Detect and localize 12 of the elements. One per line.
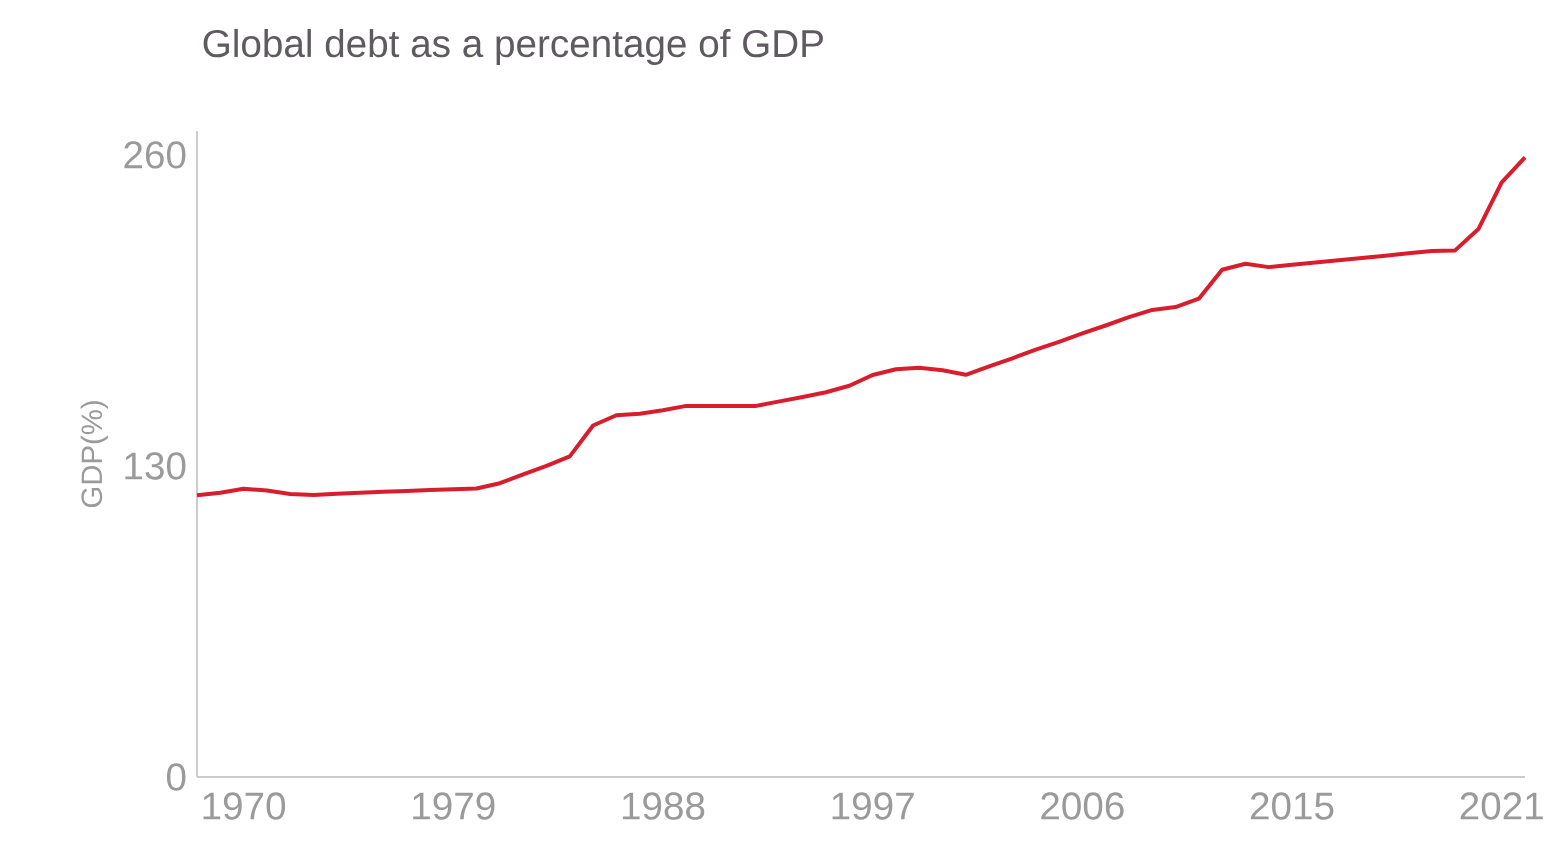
y-tick-label: 260 <box>124 141 186 169</box>
y-tick-label: 0 <box>166 763 186 791</box>
y-axis-title: GDP(%) <box>80 401 108 508</box>
x-tick-label: 2006 <box>1041 792 1124 820</box>
x-tick-label: 1988 <box>622 792 705 820</box>
x-tick-label: 2015 <box>1250 792 1334 820</box>
x-tick-label: 1970 <box>203 792 286 820</box>
x-tick-label: 1997 <box>832 792 914 820</box>
x-tick-label: 1979 <box>413 792 495 820</box>
x-tick-label: 2021 <box>1460 792 1543 820</box>
y-tick-label: 130 <box>125 452 186 480</box>
chart-title: Global debt as a percentage of GDP <box>203 28 823 65</box>
